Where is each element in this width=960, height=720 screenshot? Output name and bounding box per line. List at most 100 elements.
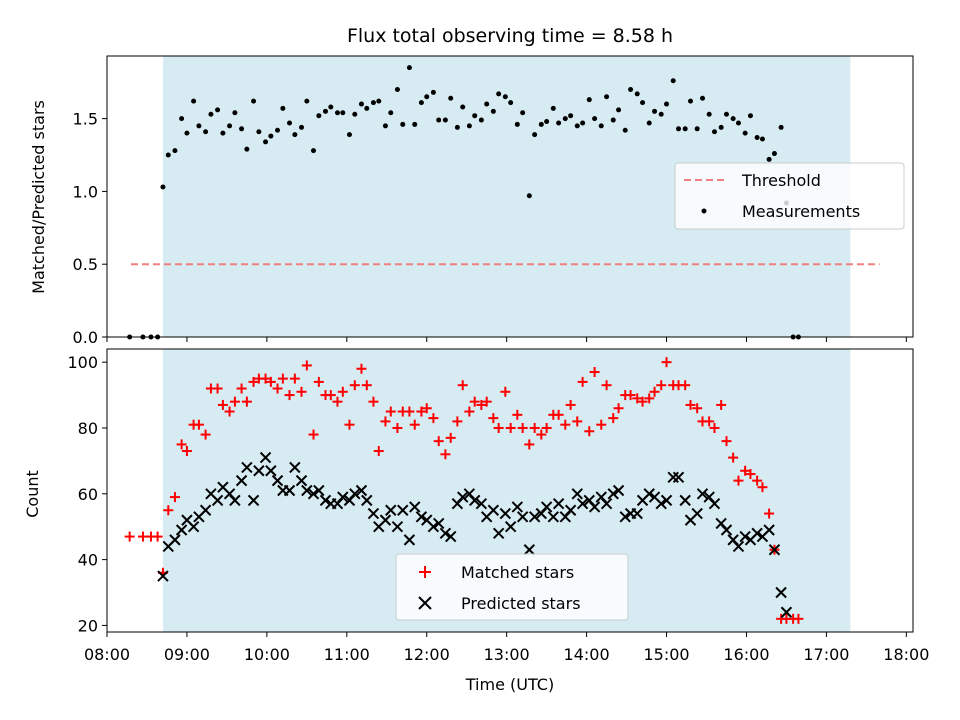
measurement-point — [376, 98, 382, 104]
measurement-point — [191, 98, 197, 104]
matched-point — [733, 475, 744, 486]
matched-point — [452, 416, 463, 427]
measurement-point — [676, 126, 682, 132]
top-y-ticks: 0.0 0.5 1.0 1.5 — [73, 110, 107, 347]
predicted-point-b — [576, 497, 589, 510]
measurement-point — [526, 193, 532, 199]
predicted-point — [283, 484, 296, 497]
predicted-point-b — [643, 488, 655, 500]
measurement-point — [778, 124, 784, 130]
predicted-point-b — [217, 481, 229, 493]
measurement-point — [232, 110, 238, 116]
measurement-point — [310, 148, 316, 154]
measurement-point — [604, 94, 610, 100]
measurement-point — [490, 108, 496, 114]
matched-point — [433, 436, 444, 447]
measurement-point — [406, 65, 412, 71]
matched-point — [152, 531, 163, 542]
measurement-point — [580, 120, 586, 126]
measurement-point — [364, 105, 370, 111]
matched-point — [632, 393, 643, 404]
measurement-point — [304, 98, 310, 104]
measurement-point — [688, 98, 694, 104]
predicted-point-b — [415, 511, 428, 523]
predicted-point-b — [295, 474, 308, 487]
matched-point — [469, 396, 480, 407]
x-tick-label: 18:00 — [883, 645, 929, 664]
predicted-point — [576, 497, 589, 510]
y-tick-label: 0.5 — [73, 255, 98, 274]
measurement-point — [694, 126, 700, 132]
matched-point — [289, 373, 300, 384]
measurement-point — [484, 101, 490, 107]
bottom-panel: 20 40 60 80 100 08:00 09:00 10:00 11:00 12:00 13:… — [23, 348, 929, 694]
predicted-point-b — [660, 494, 673, 507]
predicted-point-b — [205, 488, 217, 500]
matched-point — [577, 376, 588, 387]
measurement-point — [251, 98, 257, 104]
measurement-point — [682, 126, 688, 132]
predicted-point — [307, 488, 320, 500]
predicted-point-b — [504, 520, 517, 533]
y-tick-label: 0.0 — [73, 328, 98, 347]
measurement-point — [328, 104, 334, 110]
chart-title: Flux total observing time = 8.58 h — [347, 25, 673, 47]
predicted-point-b — [427, 520, 440, 533]
measurement-point — [532, 132, 538, 138]
predicted-point-b — [648, 491, 661, 503]
predicted-point-b — [583, 494, 595, 507]
predicted-point-b — [475, 497, 488, 510]
predicted-point-b — [564, 504, 577, 516]
top-axes-frame — [106, 55, 914, 338]
predicted-point-b — [780, 606, 793, 618]
matched-point — [752, 475, 763, 486]
predicted-point — [720, 524, 733, 536]
predicted-point — [588, 501, 601, 513]
measurement-point — [520, 110, 526, 116]
matched-point — [124, 531, 135, 542]
predicted-point-b — [175, 524, 188, 536]
measurement-point — [460, 104, 466, 110]
matched-point — [505, 422, 516, 433]
measurement-point — [196, 123, 202, 129]
measurement-point — [256, 129, 262, 135]
matched-point — [457, 380, 468, 391]
predicted-point-b — [456, 491, 469, 503]
predicted-point-b — [349, 488, 361, 500]
predicted-point — [433, 517, 445, 530]
measurement-point — [700, 95, 706, 101]
x-tick-label: 15:00 — [643, 645, 689, 664]
predicted-point — [247, 494, 260, 507]
legend-predicted-swatch — [418, 596, 432, 610]
predicted-point-b — [588, 501, 601, 513]
matched-point — [716, 399, 727, 410]
predicted-point-b — [499, 507, 512, 520]
predicted-point — [679, 494, 691, 507]
predicted-point-b — [355, 484, 368, 497]
predicted-point — [319, 494, 332, 507]
matched-point — [368, 396, 379, 407]
predicted-point-b — [768, 544, 781, 556]
y-tick-label: 20 — [78, 616, 98, 635]
matched-point — [313, 376, 324, 387]
matched-point — [644, 393, 655, 404]
measurement-point — [442, 117, 448, 123]
predicted-point-b — [253, 465, 265, 477]
matched-point — [308, 429, 319, 440]
legend-matched-swatch — [419, 566, 431, 578]
matched-point — [476, 399, 487, 410]
predicted-point-b — [301, 484, 313, 497]
predicted-point-b — [361, 494, 373, 507]
predicted-point — [511, 501, 524, 513]
y-tick-label: 80 — [78, 419, 98, 438]
matched-point — [301, 360, 312, 371]
matched-point — [536, 429, 547, 440]
predicted-point-b — [552, 497, 565, 510]
predicted-point — [439, 527, 452, 539]
measurement-point — [227, 123, 233, 129]
predicted-point — [564, 504, 577, 516]
measurement-point — [203, 129, 209, 135]
predicted-point — [780, 606, 793, 618]
measurement-point — [160, 184, 166, 190]
measurement-point — [220, 130, 226, 136]
